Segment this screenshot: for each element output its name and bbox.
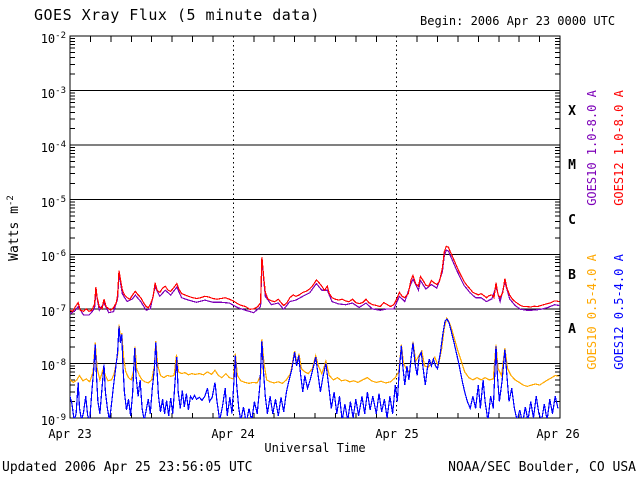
legend-goes12-short: GOES12 0.5-4.0 A (612, 254, 626, 370)
legend-goes10-long: GOES10 1.0-8.0 A (585, 90, 599, 206)
curve-goes12-0-5-4-0-a (70, 318, 559, 418)
plot-frame (69, 35, 561, 419)
y-tick-label: 10-2 (40, 31, 66, 46)
curve-goes10-0-5-4-0-a (70, 316, 559, 388)
page-title: GOES Xray Flux (5 minute data) (34, 6, 320, 24)
curve-goes12-1-0-8-0-a (70, 245, 560, 313)
footer-source: NOAA/SEC Boulder, CO USA (448, 460, 636, 475)
flare-class-m: M (568, 158, 576, 173)
footer-updated: Updated 2006 Apr 25 23:56:05 UTC (2, 460, 253, 475)
y-tick-label: 10-4 (40, 140, 66, 155)
x-tick-apr25: Apr 25 (375, 427, 419, 441)
flare-class-a: A (568, 322, 576, 337)
x-tick-apr23: Apr 23 (48, 427, 92, 441)
flare-class-b: B (568, 268, 576, 283)
y-tick-label: 10-3 (40, 86, 66, 101)
x-tick-apr26: Apr 26 (536, 427, 580, 441)
y-tick-label: 10-5 (40, 195, 66, 210)
x-axis-title: Universal Time (264, 441, 366, 455)
y-tick-label: 10-6 (40, 249, 66, 264)
y-axis-title: Watts m-2 (5, 195, 23, 261)
y-tick-label: 10-9 (40, 413, 66, 428)
legend-goes12-long: GOES12 1.0-8.0 A (612, 90, 626, 206)
y-tick-label: 10-8 (40, 358, 66, 373)
x-tick-apr24: Apr 24 (211, 427, 255, 441)
legend-goes10-short: GOES10 0.5-4.0 A (585, 254, 599, 370)
flare-class-c: C (568, 213, 576, 228)
y-tick-label: 10-7 (40, 304, 66, 319)
begin-timestamp: Begin: 2006 Apr 23 0000 UTC (420, 14, 616, 28)
flare-class-x: X (568, 104, 576, 119)
curve-goes10-1-0-8-0-a (70, 249, 560, 316)
